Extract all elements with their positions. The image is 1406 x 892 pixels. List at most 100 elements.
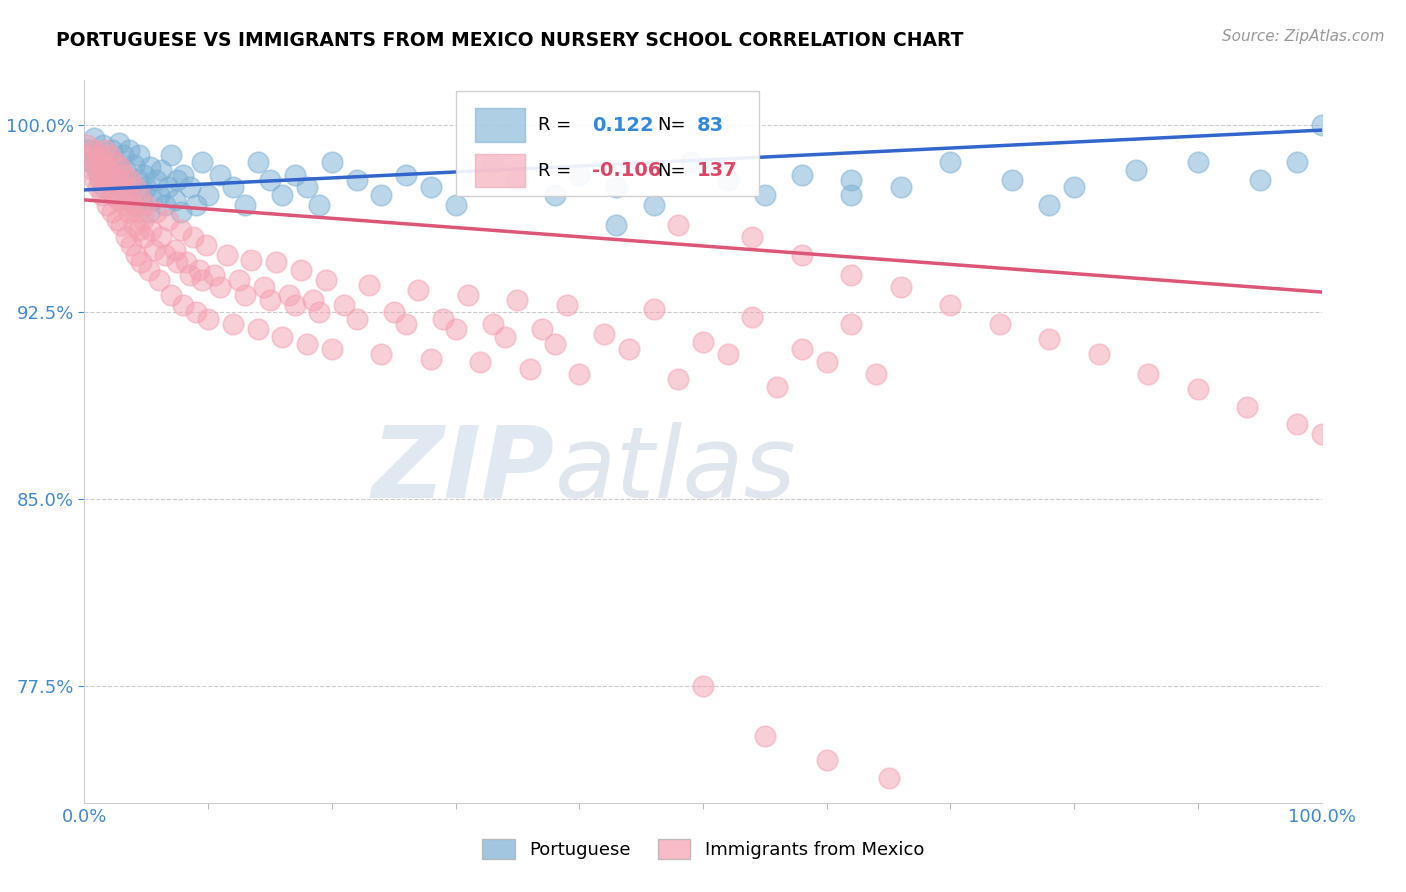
Point xyxy=(643,198,665,212)
Point xyxy=(120,173,142,187)
Point xyxy=(815,754,838,768)
Point xyxy=(754,187,776,202)
Point xyxy=(1088,347,1111,361)
Legend: Portuguese, Immigrants from Mexico: Portuguese, Immigrants from Mexico xyxy=(475,831,931,866)
Point xyxy=(108,136,131,150)
Point xyxy=(308,198,330,212)
Point xyxy=(259,293,281,307)
Point xyxy=(321,343,343,357)
Point xyxy=(543,187,565,202)
Point xyxy=(519,362,541,376)
Point xyxy=(766,380,789,394)
Point xyxy=(89,148,111,162)
Point xyxy=(188,262,211,277)
Point xyxy=(153,198,176,212)
Point xyxy=(129,187,152,202)
Point xyxy=(104,155,127,169)
Point xyxy=(1285,417,1308,431)
Point xyxy=(120,237,142,252)
Point xyxy=(1236,400,1258,414)
Point xyxy=(264,255,287,269)
Point xyxy=(197,187,219,202)
Point xyxy=(290,262,312,277)
Point xyxy=(135,198,157,212)
Point xyxy=(1187,155,1209,169)
Point xyxy=(395,318,418,332)
Point xyxy=(692,679,714,693)
Point xyxy=(97,163,120,178)
Point xyxy=(617,343,640,357)
Point xyxy=(246,322,269,336)
Point xyxy=(101,168,124,182)
Point xyxy=(90,187,112,202)
Point xyxy=(531,322,554,336)
Point xyxy=(141,193,163,207)
Point xyxy=(184,198,207,212)
Point xyxy=(170,223,193,237)
Point xyxy=(1038,198,1060,212)
Text: ZIP: ZIP xyxy=(371,422,554,519)
Point xyxy=(145,173,167,187)
Point xyxy=(150,230,173,244)
Point xyxy=(128,223,150,237)
Point xyxy=(82,163,104,178)
Point xyxy=(1187,382,1209,396)
Point xyxy=(131,212,153,227)
Point xyxy=(114,168,136,182)
Point xyxy=(666,372,689,386)
Point xyxy=(142,243,165,257)
Point xyxy=(157,212,180,227)
Point xyxy=(692,334,714,349)
Point xyxy=(179,180,201,194)
Point xyxy=(76,138,98,153)
Point xyxy=(890,280,912,294)
Text: 0.122: 0.122 xyxy=(592,116,654,135)
Point xyxy=(129,255,152,269)
Point xyxy=(87,180,110,194)
Point xyxy=(122,158,145,172)
Point xyxy=(94,143,117,157)
Point xyxy=(419,180,441,194)
Point xyxy=(246,155,269,169)
Point xyxy=(89,148,111,162)
Point xyxy=(179,268,201,282)
Point xyxy=(939,155,962,169)
Point xyxy=(988,318,1011,332)
Point xyxy=(890,180,912,194)
Point xyxy=(120,178,142,192)
Point xyxy=(568,368,591,382)
Point xyxy=(1137,368,1160,382)
Point xyxy=(346,312,368,326)
Point xyxy=(209,280,232,294)
Point xyxy=(138,262,160,277)
Point xyxy=(370,187,392,202)
Point xyxy=(110,180,132,194)
Point xyxy=(841,187,863,202)
Point xyxy=(166,173,188,187)
Point xyxy=(717,173,740,187)
Point xyxy=(89,168,111,182)
Text: 137: 137 xyxy=(697,161,737,180)
Text: PORTUGUESE VS IMMIGRANTS FROM MEXICO NURSERY SCHOOL CORRELATION CHART: PORTUGUESE VS IMMIGRANTS FROM MEXICO NUR… xyxy=(56,31,963,50)
Text: 83: 83 xyxy=(697,116,724,135)
Point xyxy=(138,205,160,219)
Point xyxy=(1285,155,1308,169)
Point xyxy=(357,277,380,292)
Point xyxy=(679,155,702,169)
Text: -0.106: -0.106 xyxy=(592,161,661,180)
Point xyxy=(127,173,149,187)
Point xyxy=(308,305,330,319)
Point xyxy=(174,255,197,269)
Point xyxy=(209,168,232,182)
Point xyxy=(114,163,136,178)
Text: N=: N= xyxy=(657,161,686,179)
Point xyxy=(240,252,263,267)
Point xyxy=(163,243,186,257)
Point xyxy=(111,180,134,194)
Point xyxy=(295,337,318,351)
Point xyxy=(124,198,146,212)
Point xyxy=(117,193,139,207)
Text: N=: N= xyxy=(657,116,686,134)
Point xyxy=(741,310,763,324)
Text: Source: ZipAtlas.com: Source: ZipAtlas.com xyxy=(1222,29,1385,44)
